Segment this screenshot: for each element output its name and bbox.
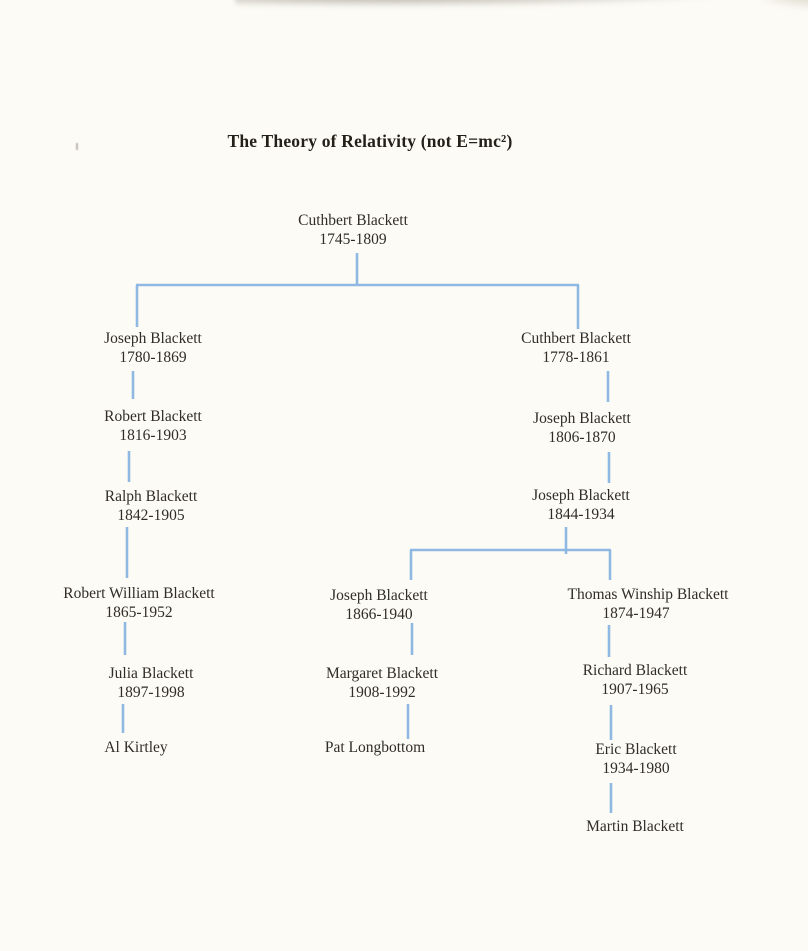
person-years: 1745-1809 — [319, 231, 387, 248]
scan-artifact-top-smudge — [235, 0, 735, 8]
person-name: Robert Blackett — [104, 408, 202, 425]
node-thomas-winship-blackett-1874: Thomas Winship Blackett 1874-1947 — [568, 585, 729, 623]
scan-artifact-corner-smudge — [756, 0, 808, 10]
node-richard-blackett-1907: Richard Blackett 1907-1965 — [583, 661, 688, 699]
person-name: Pat Longbottom — [324, 739, 426, 756]
person-name: Joseph Blackett — [330, 587, 428, 604]
person-years: 1874-1947 — [602, 605, 670, 622]
node-pat-longbottom: Pat Longbottom — [325, 738, 425, 757]
person-name: Eric Blackett — [595, 741, 677, 758]
node-julia-blackett-1897: Julia Blackett 1897-1998 — [109, 664, 194, 702]
person-years: 1907-1965 — [601, 681, 669, 698]
person-years: 1842-1905 — [117, 507, 185, 524]
node-eric-blackett-1934: Eric Blackett 1934-1980 — [595, 740, 676, 778]
person-years: 1897-1998 — [117, 684, 185, 701]
node-cuthbert-blackett-1745: Cuthbert Blackett 1745-1809 — [298, 211, 408, 249]
person-name: Al Kirtley — [104, 739, 168, 756]
person-years: 1866-1940 — [345, 606, 413, 623]
node-joseph-blackett-1806: Joseph Blackett 1806-1870 — [533, 409, 631, 447]
node-robert-blackett-1816: Robert Blackett 1816-1903 — [104, 407, 202, 445]
person-name: Robert William Blackett — [63, 585, 215, 602]
person-years: 1780-1869 — [119, 349, 187, 366]
person-name: Julia Blackett — [108, 665, 194, 682]
person-name: Ralph Blackett — [104, 488, 198, 505]
node-joseph-blackett-1844: Joseph Blackett 1844-1934 — [532, 486, 630, 524]
person-name: Joseph Blackett — [104, 330, 202, 347]
node-robert-william-blackett-1865: Robert William Blackett 1865-1952 — [63, 584, 214, 622]
person-name: Cuthbert Blackett — [521, 330, 631, 347]
person-name: Joseph Blackett — [533, 410, 631, 427]
person-years: 1778-1861 — [542, 349, 610, 366]
node-margaret-blackett-1908: Margaret Blackett 1908-1992 — [326, 664, 438, 702]
person-name: Joseph Blackett — [532, 487, 630, 504]
person-years: 1865-1952 — [105, 604, 173, 621]
person-name: Martin Blackett — [586, 818, 684, 835]
node-cuthbert-blackett-1778: Cuthbert Blackett 1778-1861 — [521, 329, 631, 367]
node-martin-blackett: Martin Blackett — [586, 817, 684, 836]
person-name: Richard Blackett — [582, 662, 688, 679]
person-name: Thomas Winship Blackett — [567, 586, 729, 603]
person-years: 1844-1934 — [547, 506, 615, 523]
node-al-kirtley: Al Kirtley — [104, 738, 167, 757]
node-ralph-blackett-1842: Ralph Blackett 1842-1905 — [105, 487, 198, 525]
person-years: 1806-1870 — [548, 429, 616, 446]
person-name: Margaret Blackett — [325, 665, 439, 682]
person-years: 1908-1992 — [348, 684, 416, 701]
node-joseph-blackett-1780: Joseph Blackett 1780-1869 — [104, 329, 202, 367]
person-name: Cuthbert Blackett — [298, 212, 408, 229]
node-joseph-blackett-1866: Joseph Blackett 1866-1940 — [330, 586, 428, 624]
scan-artifact-speck — [76, 143, 78, 150]
person-years: 1816-1903 — [119, 427, 187, 444]
diagram-title: The Theory of Relativity (not E=mc²) — [227, 131, 513, 151]
person-years: 1934-1980 — [602, 760, 670, 777]
